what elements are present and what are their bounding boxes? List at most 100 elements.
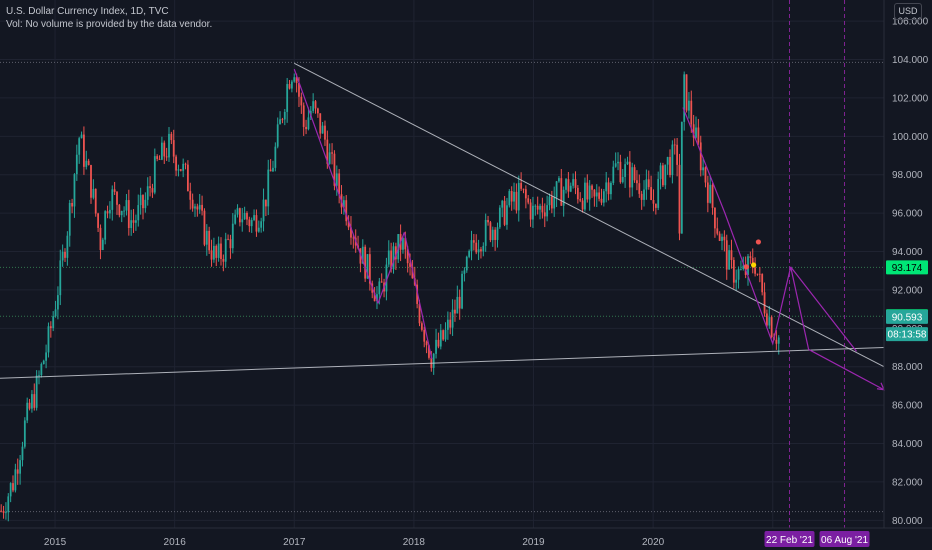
candle-body (61, 251, 64, 261)
candle-body (116, 191, 118, 205)
candle-body (172, 140, 175, 157)
candle-body (373, 292, 376, 302)
candle-body (31, 394, 33, 409)
candle-body (380, 281, 383, 283)
candle-body (581, 200, 584, 210)
candle-body (645, 179, 648, 190)
candle-body (40, 364, 43, 376)
candle-body (650, 187, 653, 200)
candle-body (725, 240, 728, 270)
candle-body (524, 189, 527, 199)
candle-body (208, 230, 211, 251)
candle-body (205, 230, 208, 245)
candle-body (85, 160, 88, 167)
candle-body (409, 263, 411, 267)
signal-marker (755, 239, 761, 245)
candle-body (229, 239, 232, 249)
candle-body (406, 249, 409, 264)
y-tick-label: 98.000 (892, 170, 923, 181)
candle-body (196, 206, 199, 210)
volume-note: Vol: No volume is provided by the data v… (6, 19, 213, 30)
candle-body (565, 179, 567, 190)
candle-body (231, 223, 234, 249)
candle-body (109, 209, 111, 214)
candle-body (243, 212, 246, 220)
candle-body (156, 156, 159, 159)
candle-body (111, 189, 114, 210)
candle-body (307, 117, 310, 130)
candle-body (657, 178, 660, 208)
candle-body (591, 185, 593, 190)
candle-body (331, 152, 333, 154)
candle-body (189, 191, 192, 200)
candle-body (489, 222, 492, 241)
candle-body (477, 249, 480, 253)
candle-body (418, 303, 421, 324)
candle-body (470, 240, 473, 252)
candle-body (555, 181, 558, 198)
candle-body (267, 169, 270, 207)
candle-body (14, 469, 17, 491)
candle-body (182, 163, 185, 171)
candle-body (435, 339, 437, 354)
candle-body (498, 207, 501, 228)
candle-body (186, 164, 189, 192)
candle-body (721, 236, 723, 241)
candle-body (90, 165, 92, 198)
candle-body (624, 164, 627, 177)
candle-body (123, 210, 125, 212)
candle-body (165, 156, 168, 158)
candle-body (283, 111, 286, 120)
candle-body (576, 187, 579, 200)
candle-body (335, 173, 338, 186)
candle-body (54, 309, 57, 317)
candle-body (714, 207, 716, 229)
candle-body (652, 199, 655, 204)
trendline (294, 62, 885, 368)
candle-body (628, 161, 631, 188)
candle-body (222, 258, 225, 262)
candle-body (683, 74, 686, 122)
candle-body (260, 221, 263, 228)
candle-body (106, 211, 109, 214)
candle-body (446, 319, 449, 330)
candle-body (73, 174, 76, 207)
candle-body (496, 227, 499, 240)
candle-body (584, 182, 586, 210)
candle-body (272, 167, 274, 172)
candle-body (612, 166, 615, 183)
candle-body (288, 84, 291, 89)
candle-body (562, 189, 565, 206)
currency-button[interactable]: USD (894, 3, 922, 20)
candle-body (758, 273, 761, 275)
x-tick-label: 2017 (283, 537, 306, 548)
candle-body (425, 341, 428, 346)
candle-body (558, 178, 560, 182)
candle-body (68, 203, 71, 236)
candle-body (314, 101, 317, 109)
candle-body (262, 199, 265, 222)
candle-body (432, 353, 435, 368)
candle-body (16, 469, 19, 474)
candle-body (161, 142, 163, 160)
candle-body (567, 179, 570, 192)
symbol-title[interactable]: U.S. Dollar Currency Index, 1D, TVC (6, 6, 169, 17)
candle-body (456, 296, 459, 314)
candle-body (286, 84, 289, 112)
candle-body (33, 394, 36, 408)
candle-body (600, 198, 603, 203)
candle-body (631, 167, 634, 188)
candle-body (647, 179, 650, 188)
candle-body (515, 191, 518, 211)
candle-body (420, 323, 423, 330)
candle-body (378, 281, 381, 295)
candle-body (669, 157, 671, 176)
candle-body (146, 186, 149, 200)
candle-body (361, 246, 364, 264)
candle-body (179, 169, 182, 171)
candle-body (127, 200, 130, 229)
candle-body (338, 173, 341, 195)
candle-body (480, 249, 482, 252)
candle-body (709, 184, 712, 203)
